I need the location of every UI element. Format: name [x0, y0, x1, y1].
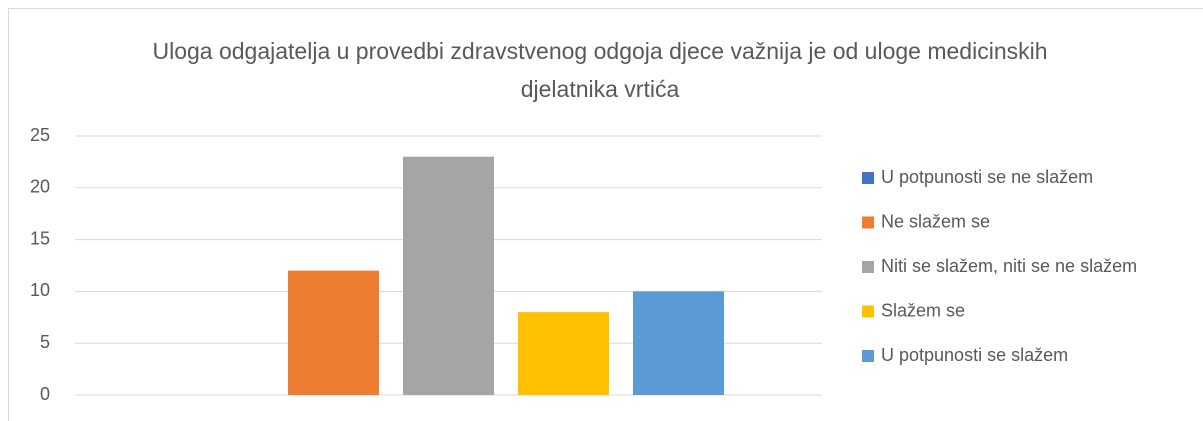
- y-tick-label: 15: [30, 228, 50, 248]
- legend-label: U potpunosti se slažem: [881, 345, 1068, 365]
- chart-border: [8, 8, 1203, 421]
- legend-swatch: [862, 172, 874, 184]
- legend-swatch: [862, 216, 874, 229]
- legend-label: Slažem se: [881, 300, 965, 320]
- legend-swatch: [862, 350, 874, 362]
- y-tick-label: 25: [30, 125, 50, 145]
- legend-label: U potpunosti se ne slažem: [881, 167, 1093, 187]
- y-tick-label: 5: [40, 332, 50, 352]
- bar: [518, 312, 609, 395]
- chart-title: Uloga odgajatelja u provedbi zdravstveno…: [152, 38, 1048, 102]
- bar: [633, 291, 724, 395]
- legend-label: Niti se slažem, niti se ne slažem: [881, 256, 1137, 276]
- y-tick-label: 20: [30, 177, 50, 197]
- y-tick-label: 0: [40, 384, 50, 404]
- bar: [403, 156, 494, 395]
- legend-swatch: [862, 261, 874, 273]
- legend-swatch: [862, 305, 874, 318]
- bar: [288, 270, 379, 395]
- legend-label: Ne slažem se: [881, 211, 990, 231]
- y-tick-label: 10: [30, 280, 50, 300]
